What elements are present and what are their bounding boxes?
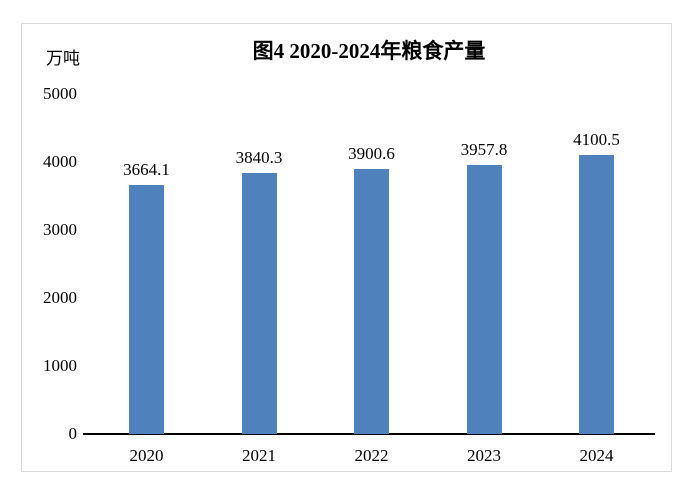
y-axis-unit-label: 万吨 xyxy=(46,49,80,68)
bar xyxy=(241,172,277,434)
x-tick-label: 2023 xyxy=(467,446,501,465)
y-tick-label: 1000 xyxy=(43,356,77,375)
bar-value-label: 3957.8 xyxy=(460,139,508,159)
bar-value-label: 4100.5 xyxy=(573,130,620,150)
chart-frame: 图4 2020-2024年粮食产量 万吨 0 1000 2000 3000 4000 50… xyxy=(21,23,672,472)
y-tick-label: 0 xyxy=(68,424,78,443)
y-tick-label: 5000 xyxy=(43,84,77,103)
bar-value-label: 3900.6 xyxy=(348,143,395,163)
x-tick-label: 2020 xyxy=(129,446,164,465)
x-tick-label: 2024 xyxy=(579,446,614,465)
y-tick-label: 4000 xyxy=(43,152,77,171)
bar xyxy=(354,168,389,434)
x-tick-label: 2021 xyxy=(242,446,276,465)
bar-value-label: 3664.1 xyxy=(123,159,170,179)
chart-title: 图4 2020-2024年粮食产量 xyxy=(252,39,486,63)
x-tick-label: 2022 xyxy=(354,446,389,465)
x-axis-line xyxy=(83,433,655,435)
bar-value-label: 3840.3 xyxy=(235,147,283,167)
bar xyxy=(466,164,502,434)
y-tick-label: 3000 xyxy=(43,220,77,239)
y-tick-label: 2000 xyxy=(43,288,77,307)
bar xyxy=(129,184,164,434)
bar xyxy=(579,155,614,434)
